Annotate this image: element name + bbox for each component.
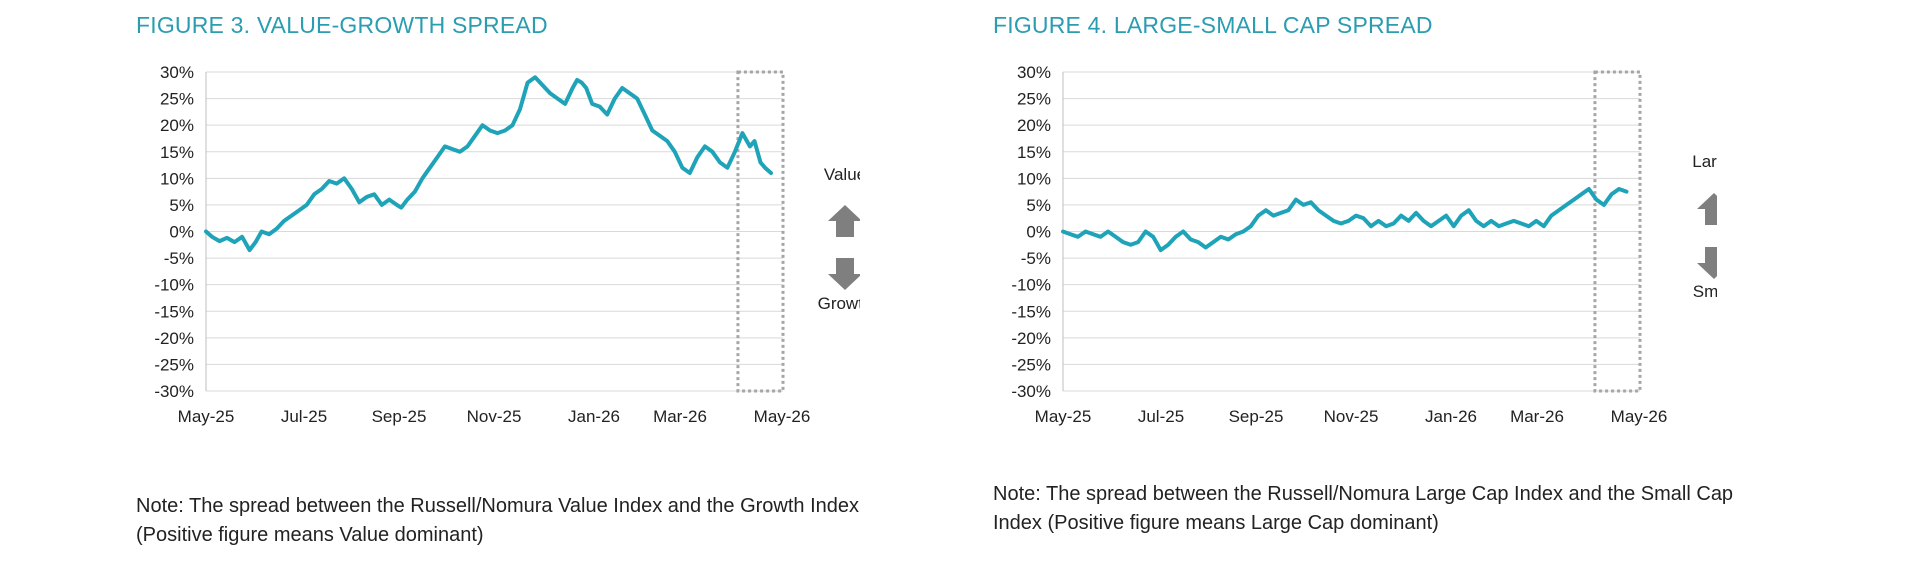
x-tick-label: Sep-25 [372, 407, 427, 426]
x-tick-label: Jan-26 [1425, 407, 1477, 426]
highlight-box [736, 70, 785, 393]
large-small-chart: 30% 25% 20% 15% 10% 5% 0% -5% -10% -15% -20% -25% -3… [1011, 63, 1717, 426]
x-tick-label: May-26 [1611, 407, 1668, 426]
x-tick-label: May-26 [754, 407, 811, 426]
y-tick-label: 0% [1026, 223, 1051, 242]
y-tick-label: -15% [154, 302, 194, 321]
y-tick-label: 25% [1017, 90, 1051, 109]
down-arrow-icon [1697, 247, 1717, 279]
y-tick-label: 20% [1017, 116, 1051, 135]
y-tick-label: -5% [164, 249, 194, 268]
series-line [204, 75, 773, 253]
x-tick-label: Mar-26 [653, 407, 707, 426]
x-tick-label: Jul-25 [281, 407, 327, 426]
x-tick-label: May-25 [1035, 407, 1092, 426]
y-tick-label: 30% [160, 63, 194, 82]
up-arrow-icon [1697, 193, 1717, 225]
y-tick-label: 20% [160, 116, 194, 135]
y-tick-label: 5% [169, 196, 194, 215]
y-tick-label: 5% [1026, 196, 1051, 215]
y-tick-label: 10% [160, 169, 194, 188]
y-tick-label: 10% [1017, 169, 1051, 188]
y-tick-label: 30% [1017, 63, 1051, 82]
y-tick-label: -10% [154, 276, 194, 295]
x-tick-label: May-25 [178, 407, 235, 426]
down-label: Small [1693, 282, 1717, 301]
figure-4-note: Note: The spread between the Russell/Nom… [993, 483, 1734, 534]
y-tick-label: -20% [154, 329, 194, 348]
down-label: Growth [818, 294, 860, 313]
x-tick-label: Nov-25 [1324, 407, 1379, 426]
y-tick-label: -10% [1011, 276, 1051, 295]
y-tick-label: 0% [169, 223, 194, 242]
series-line [1061, 187, 1629, 253]
highlight-box [1593, 70, 1642, 393]
y-tick-label: -25% [154, 355, 194, 374]
y-tick-label: -5% [1021, 249, 1051, 268]
up-label: Value [824, 165, 860, 184]
x-tick-label: Sep-25 [1229, 407, 1284, 426]
y-tick-label: 15% [160, 143, 194, 162]
y-tick-label: 25% [160, 90, 194, 109]
x-tick-label: Mar-26 [1510, 407, 1564, 426]
x-tick-label: Nov-25 [467, 407, 522, 426]
y-tick-label: -25% [1011, 355, 1051, 374]
figure-3-title: FIGURE 3. VALUE-GROWTH SPREAD [136, 12, 548, 38]
figure-4-title: FIGURE 4. LARGE-SMALL CAP SPREAD [993, 12, 1433, 38]
y-tick-label: -20% [1011, 329, 1051, 348]
up-label: Large [1692, 152, 1717, 171]
figure-3-note: Note: The spread between the Russell/Nom… [136, 495, 860, 546]
y-tick-label: 15% [1017, 143, 1051, 162]
value-growth-chart: 30% 25% 20% 15% 10% 5% 0% -5% -10% -15% -20% -25% -3… [154, 63, 860, 426]
x-tick-label: Jul-25 [1138, 407, 1184, 426]
x-tick-label: Jan-26 [568, 407, 620, 426]
down-arrow-icon [828, 258, 860, 290]
y-tick-label: -30% [1011, 382, 1051, 401]
y-tick-label: -30% [154, 382, 194, 401]
y-tick-label: -15% [1011, 302, 1051, 321]
up-arrow-icon [828, 205, 860, 237]
